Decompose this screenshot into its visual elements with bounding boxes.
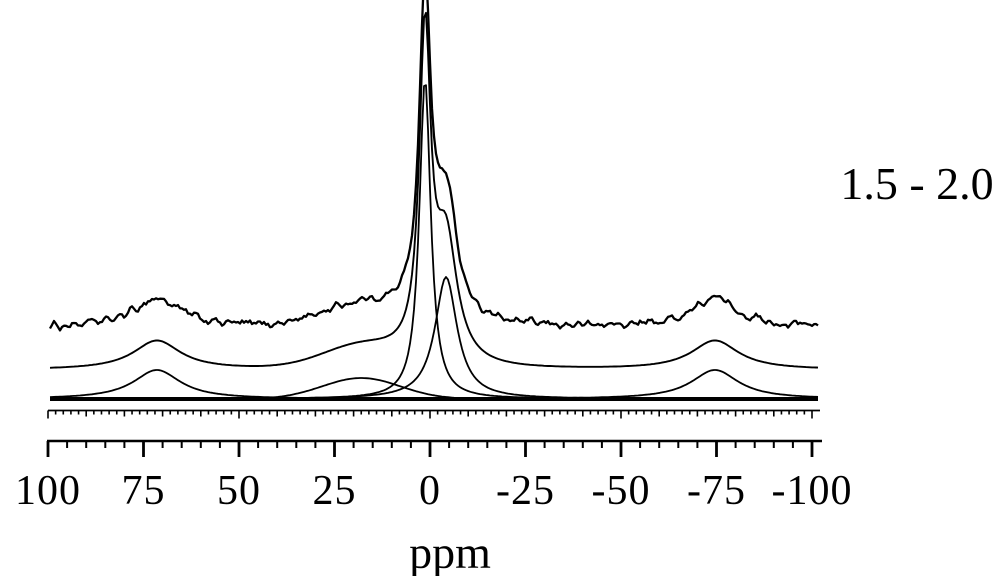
x-tick-label: 100 — [15, 468, 81, 514]
x-tick-label: -75 — [687, 468, 746, 514]
x-tick-label: -50 — [591, 468, 651, 514]
mid-component-curve — [50, 276, 818, 400]
x-tick-label: -25 — [496, 468, 555, 514]
x-axis-title: ppm — [409, 527, 491, 576]
broad-component-curve — [50, 377, 818, 400]
x-tick-label: 75 — [121, 468, 166, 514]
total-fit-curve — [49, 11, 819, 369]
x-tick-label: 50 — [217, 468, 261, 514]
chemical-shift-range-annotation: 1.5 - 2.0 — [840, 158, 994, 209]
x-tick-label: 0 — [419, 468, 441, 514]
experimental-spectrum-curve — [48, 0, 819, 332]
x-tick-label: -100 — [771, 468, 853, 514]
x-tick-label: 25 — [312, 468, 357, 514]
